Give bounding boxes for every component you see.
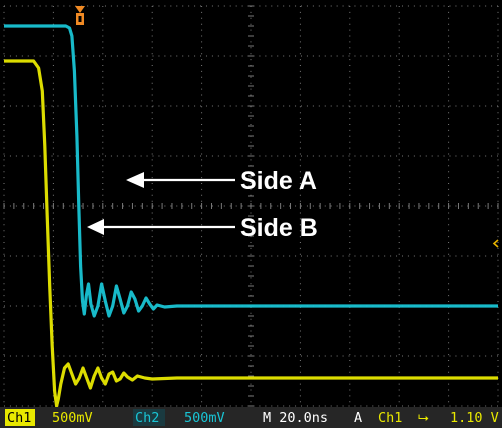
trace-ch2: [4, 24, 498, 318]
annotation-label-side-a: Side A: [240, 167, 317, 195]
ch1-label-box: [5, 409, 35, 426]
ch2-scale: 500mV: [184, 410, 225, 426]
arrow-head-side-a: [126, 172, 144, 188]
annotation-side-b: Side B: [87, 214, 318, 242]
ch2-label: Ch2: [135, 410, 159, 426]
ch1-label: Ch1: [7, 410, 31, 426]
ch2-label-box: [133, 409, 165, 426]
ch1-scale: 500mV: [52, 410, 93, 426]
trigger-source: Ch1: [378, 410, 402, 426]
timebase-readout: M 20.0ns: [263, 410, 328, 426]
trace-ch1: [4, 59, 498, 408]
graticule: [3, 5, 499, 407]
trigger-level: 1.10 V: [450, 410, 499, 426]
arrow-head-side-b: [87, 219, 104, 235]
trigger-position-marker: [75, 6, 85, 25]
annotation-label-side-b: Side B: [240, 214, 318, 242]
trigger-slope-icon: ⮡: [418, 410, 429, 426]
trigger-level-marker: [492, 239, 499, 248]
waveform-traces: [4, 24, 498, 408]
status-bar: Ch1 500mV Ch2 500mV M 20.0ns A Ch1 ⮡ 1.1…: [0, 407, 502, 428]
trigger-mode: A: [354, 410, 362, 426]
annotation-side-a: Side A: [126, 167, 317, 195]
